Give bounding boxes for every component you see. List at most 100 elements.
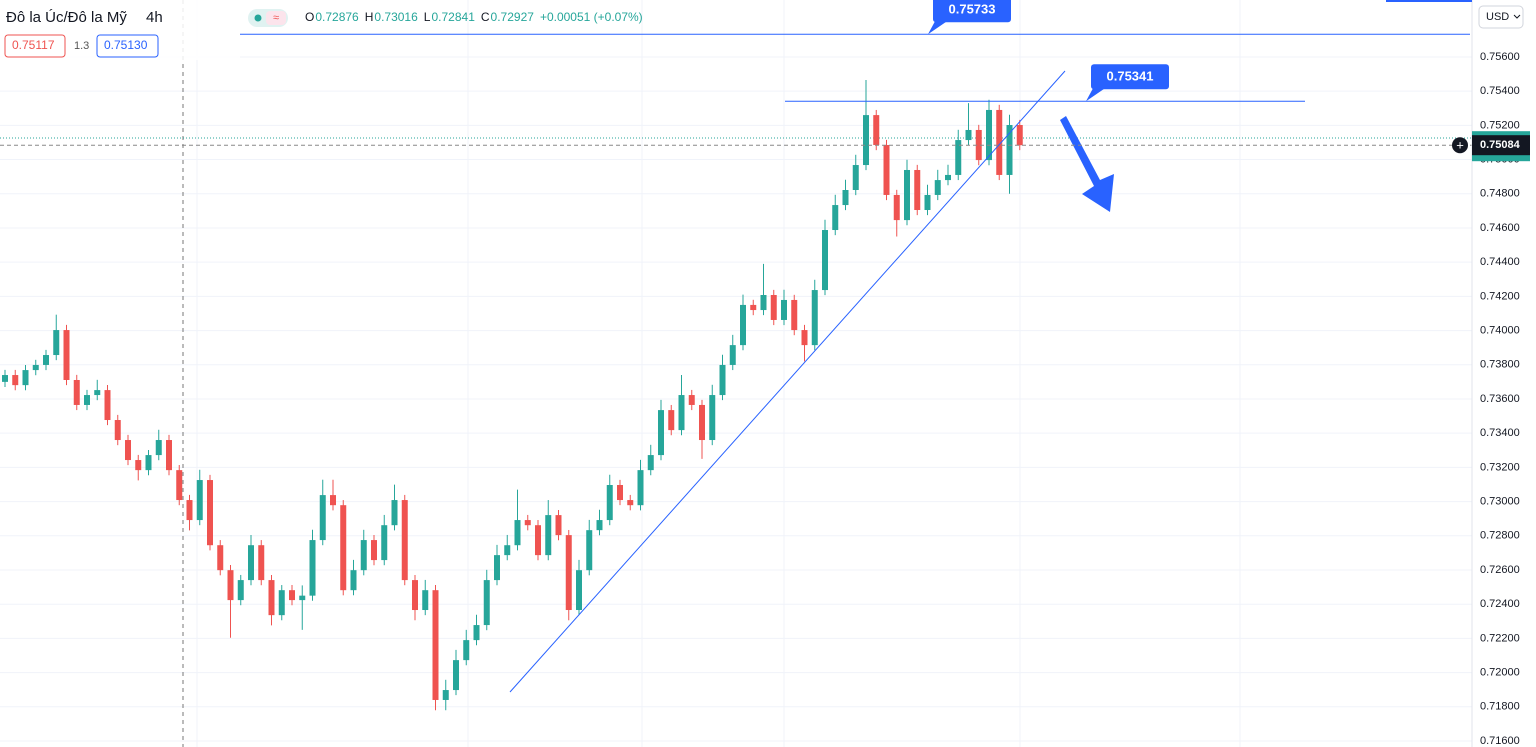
candle-body (381, 525, 388, 561)
candle-body (1016, 125, 1023, 146)
candle-body (391, 500, 398, 526)
candle-body (166, 440, 172, 471)
last-price: 0.75084 (1480, 139, 1521, 151)
ohlc-label: L (424, 10, 431, 24)
candle-body (63, 330, 70, 380)
add-icon: + (1456, 138, 1464, 153)
candle-body (852, 165, 859, 190)
candle-body (791, 299, 798, 331)
overlay: 0.75733 0.75341 (0, 0, 1472, 146)
y-tick-label: 0.75200 (1480, 119, 1520, 131)
candle-body (94, 390, 101, 396)
candle-body (586, 530, 593, 571)
ohlc-label: O (305, 10, 314, 24)
ohlc-value: 0.72927 (491, 10, 535, 24)
candle-body (268, 580, 275, 616)
candle-body (207, 480, 213, 546)
add-button[interactable] (1452, 137, 1468, 154)
candle-body (893, 194, 900, 221)
spread: 1.3 (74, 40, 89, 52)
price-label-box (1091, 64, 1169, 90)
candle-body (114, 420, 121, 441)
candle-body (801, 330, 808, 346)
ask-box[interactable] (96, 34, 159, 58)
candle-body (740, 304, 746, 346)
candle-body (668, 410, 675, 431)
price-label: 0.75733 (949, 2, 996, 17)
candle-body (524, 520, 531, 526)
ohlc-value: 0.72876 (315, 10, 359, 24)
candle-body (986, 109, 992, 161)
candle-body (565, 535, 572, 611)
candle-body (186, 500, 193, 521)
candle-body (422, 590, 429, 611)
candle-body (914, 169, 921, 211)
candle-body (155, 440, 162, 456)
candle-body (401, 500, 408, 581)
y-tick-label: 0.73400 (1480, 427, 1520, 439)
candle-body (555, 515, 562, 536)
currency-button[interactable] (1478, 5, 1524, 29)
candle-body (596, 520, 603, 531)
ohlc-label: C (481, 10, 490, 24)
interval: 4h (146, 9, 163, 26)
candle-body (637, 470, 644, 506)
ohlc-label: H (365, 10, 374, 24)
status-icon (266, 11, 286, 25)
y-tick-label: 0.71800 (1480, 701, 1520, 713)
candle-body (760, 295, 767, 311)
candle-body (975, 129, 982, 161)
candle-body (309, 540, 316, 596)
candle-body (371, 540, 377, 561)
candle-body (729, 345, 736, 365)
candle-body (176, 470, 183, 501)
y-tick-label: 0.74800 (1480, 188, 1520, 200)
candle-body (647, 455, 654, 471)
candle-body (319, 495, 326, 541)
y-tick-label: 0.72400 (1480, 598, 1520, 610)
candle-body (53, 330, 60, 356)
candle-body (350, 570, 357, 591)
y-tick-label: 0.72200 (1480, 632, 1520, 644)
candle-body (719, 364, 726, 396)
bid-box[interactable] (4, 34, 66, 58)
candle-body (504, 545, 511, 556)
candle-body (606, 485, 613, 521)
candle-body (770, 295, 777, 320)
label-tail (928, 21, 947, 35)
y-tick-label: 0.74200 (1480, 290, 1520, 302)
candle-body (125, 440, 131, 461)
candle-body (1006, 125, 1013, 175)
candle-body (873, 115, 880, 146)
bid[interactable]: 0.75117 (12, 38, 55, 52)
candle-body (104, 390, 111, 421)
y-tick-label: 0.74400 (1480, 256, 1520, 268)
candle-body (842, 189, 849, 206)
candle-body (678, 395, 685, 431)
candle-body (360, 540, 367, 571)
candle-body (750, 304, 757, 311)
ask[interactable]: 0.75130 (104, 38, 148, 52)
candle-body (709, 395, 716, 441)
candle-body (473, 625, 480, 641)
candle-body (412, 580, 418, 611)
top-marker (1386, 0, 1472, 2)
y-tick-label: 0.72000 (1480, 667, 1520, 679)
y-tick-label: 0.72600 (1480, 564, 1520, 576)
symbol: Đô la Úc/Đô la Mỹ (6, 9, 127, 26)
candle-body (832, 205, 839, 231)
candle-body (688, 395, 695, 405)
candle-body (237, 580, 244, 601)
candle-body (617, 485, 623, 501)
down-arrow (1060, 116, 1114, 212)
currency[interactable]: USD (1486, 11, 1509, 23)
candles (2, 80, 1023, 711)
y-tick-label: 0.73600 (1480, 393, 1520, 405)
candle-body (924, 194, 931, 211)
candle-body (330, 495, 336, 506)
candle-body (822, 230, 828, 291)
candle-body (22, 370, 29, 386)
y-tick-label: 0.74000 (1480, 324, 1520, 336)
